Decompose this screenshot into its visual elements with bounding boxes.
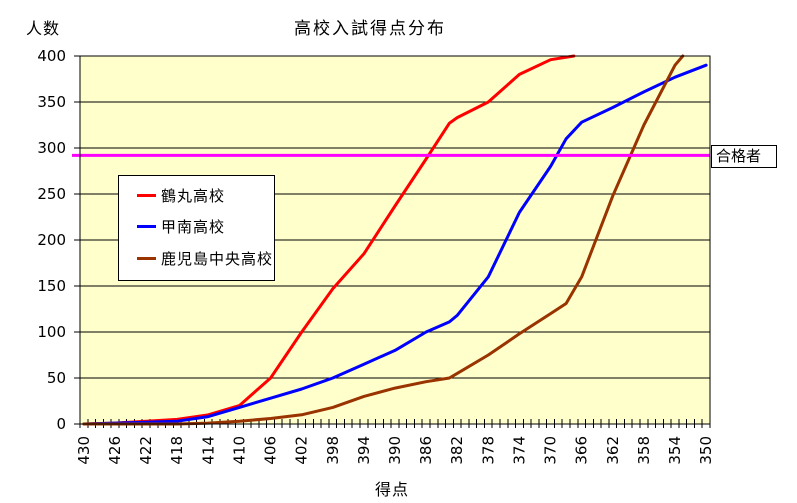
x-tick-label: 350 [697,436,715,465]
y-axis-unit-label: 人数 [26,19,61,38]
series-line-1 [82,63,708,426]
plot-border [79,55,711,425]
y-tick-label: 50 [47,369,66,387]
x-tick-label: 354 [666,436,684,465]
legend-label: 甲南高校 [161,218,226,237]
y-tick-label: 300 [37,139,66,157]
x-tick-label: 362 [604,436,622,465]
legend-item: 鶴丸高校 [119,185,274,206]
x-tick-label: 414 [199,436,217,465]
passing-line-label: 合格者 [716,147,762,165]
x-tick-label: 382 [448,436,466,465]
x-tick-label: 374 [510,436,528,465]
x-tick-label: 386 [417,436,435,465]
x-tick-label: 394 [355,436,373,465]
passing-line-label-box: 合格者 [711,145,777,168]
y-tick-label: 250 [37,185,66,203]
x-tick-label: 418 [168,436,186,465]
legend-label: 鶴丸高校 [161,187,226,206]
x-tick-label: 410 [230,436,248,465]
y-tick-label: 150 [37,277,66,295]
legend-item: 甲南高校 [119,216,274,237]
x-tick-label: 406 [262,436,280,465]
x-tick-label: 390 [386,436,404,465]
x-tick-label: 430 [75,436,93,465]
x-tick-label: 370 [542,436,560,465]
x-tick-label: 402 [293,436,311,465]
x-tick-label: 422 [137,436,155,465]
x-tick-label: 378 [479,436,497,465]
x-tick-label: 366 [573,436,591,465]
legend-label: 鹿児島中央高校 [161,249,274,268]
y-tick-label: 200 [37,231,66,249]
legend-line-sample-red [137,194,156,198]
legend-item: 鹿児島中央高校 [119,248,274,269]
x-tick-label: 358 [635,436,653,465]
legend-line-sample-blue [137,225,156,229]
series-line-2 [82,54,685,426]
x-axis-title: 得点 [374,480,409,499]
y-tick-label: 100 [37,323,66,341]
y-tick-label: 400 [37,47,66,65]
legend-line-sample-brown [137,256,156,260]
y-tick-label: 350 [37,93,66,111]
y-tick-label: 0 [56,415,66,433]
x-tick-label: 426 [106,436,124,465]
x-tick-label: 398 [324,436,342,465]
series-line-0 [82,54,576,426]
chart-title: 高校入試得点分布 [294,19,446,39]
legend: 鶴丸高校 甲南高校 鹿児島中央高校 [118,175,275,281]
